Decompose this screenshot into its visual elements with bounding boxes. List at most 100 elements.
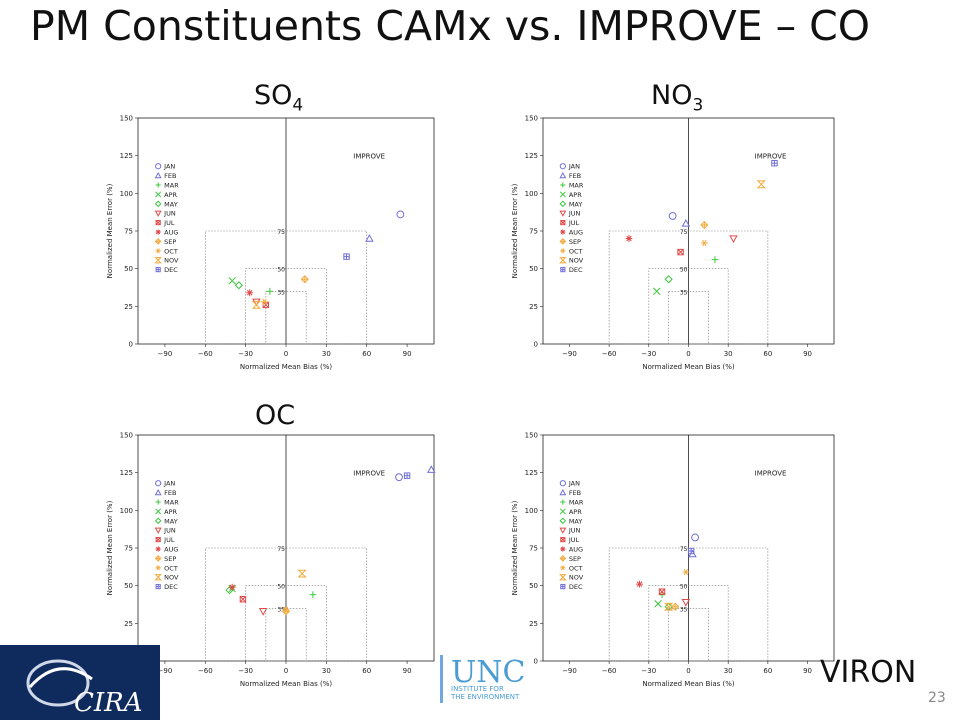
legend-marker [559,527,567,534]
data-point-apr [653,287,661,296]
legend-label: AUG [164,546,178,554]
data-point-mar [266,287,274,295]
page-number: 23 [928,690,946,706]
legend-marker [559,191,566,198]
slide-title: PM Constituents CAMx vs. IMPROVE – CO [30,2,871,50]
data-point-mar [309,591,317,599]
x-tick-label: 0 [284,350,288,358]
y-tick-label: 75 [124,228,133,236]
legend-marker [559,257,567,264]
goal-box-label: 50 [680,267,688,274]
y-tick-label: 50 [529,582,538,590]
y-tick-label: 0 [534,658,538,666]
y-tick-label: 25 [529,303,538,311]
goal-box-label: 75 [680,546,688,553]
legend-label: NOV [164,574,179,582]
legend-label: JUN [568,527,581,535]
goal-box-50 [648,268,729,345]
legend-marker [155,163,162,170]
legend-marker [154,517,162,525]
data-point-oct [282,606,290,613]
x-tick-label: 0 [284,667,288,675]
legend-label: MAR [569,182,584,190]
y-tick-label: 25 [529,620,538,628]
x-tick-label: 0 [686,350,690,358]
legend-label: SEP [164,555,176,563]
legend-label: JAN [568,163,580,171]
legend-marker [560,220,566,226]
chart-no3: 75 50 35 0 25 50 75 100 125 150 −90 −60 −30 0 30 60 90 No… [511,115,835,371]
legend-label: FEB [569,489,581,497]
data-point-oct [700,239,708,247]
legend-label: JUL [163,219,175,227]
x-tick-label: −90 [562,350,577,358]
legend-label: SEP [569,238,581,246]
legend-label: MAY [569,517,583,525]
legend-marker [559,238,567,245]
panel-label-main: OC [255,400,296,431]
legend-marker [155,191,162,198]
legend-label: DEC [569,266,583,274]
legend-label: MAR [164,499,179,507]
legend-label: JUN [163,210,176,218]
legend-label: FEB [164,172,176,180]
panel-label-main: SO [254,80,293,111]
cira-logo-text: CIRA [74,688,143,718]
data-point-dec [343,253,350,260]
goal-box-label: 50 [277,267,285,274]
legend-label: APR [569,191,582,199]
legend-label: APR [569,508,582,516]
legend-marker [154,574,162,581]
legend-label: OCT [569,247,583,255]
x-tick-label: 90 [403,667,412,675]
legend-marker [155,584,161,590]
legend-marker [155,220,161,226]
y-tick-label: 100 [120,190,133,198]
data-point-dec [771,159,778,167]
legend-marker [559,488,567,496]
legend-marker [559,210,567,217]
legend-marker [155,508,162,515]
x-tick-label: −60 [198,350,213,358]
legend-marker [559,171,567,179]
legend-marker [154,527,162,534]
data-point-jul [239,596,247,603]
legend-marker [155,546,161,552]
y-tick-label: 50 [529,265,538,273]
data-point-may [234,281,244,290]
y-tick-label: 50 [124,582,133,590]
environ-logo-text: VIRON [820,655,917,690]
legend-marker [560,267,566,273]
goal-box-label: 35 [680,289,688,296]
data-point-jul [658,588,666,595]
x-tick-label: −90 [158,350,173,358]
panel-label-sub: 3 [692,95,704,116]
data-point-sep [671,602,680,611]
unc-logo-subtitle: INSTITUTE FOR THE ENVIRONMENT [451,685,519,701]
legend-label: MAY [569,200,583,208]
y-tick-label: 150 [120,115,133,123]
legend-marker [559,555,567,562]
data-point-aug [246,289,254,297]
improve-annotation: IMPROVE [755,153,787,161]
x-tick-label: 30 [322,667,331,675]
legend-marker [154,555,162,562]
legend-marker [154,238,162,245]
x-tick-label: 90 [803,350,812,358]
x-tick-label: 60 [763,350,772,358]
data-point-nov [756,180,766,189]
goal-box-label: 50 [277,584,285,591]
x-tick-label: 90 [803,667,812,675]
legend-marker [559,508,566,515]
cira-logo: CIRA [0,645,160,720]
data-point-feb [681,219,691,227]
chart-so4: 75 50 35 0 25 50 75 100 125 150 −90 −60 −30 0 30 60 90 No… [106,115,435,371]
y-axis-label: Normalized Mean Error (%) [106,183,114,278]
goal-box-35 [265,607,307,662]
panel-label-oc: OC [255,400,295,435]
data-point-apr [228,276,236,285]
unc-logo-text: UNC [451,655,526,690]
x-tick-label: −90 [562,667,577,675]
legend-label: FEB [569,172,581,180]
x-tick-label: 30 [724,350,733,358]
